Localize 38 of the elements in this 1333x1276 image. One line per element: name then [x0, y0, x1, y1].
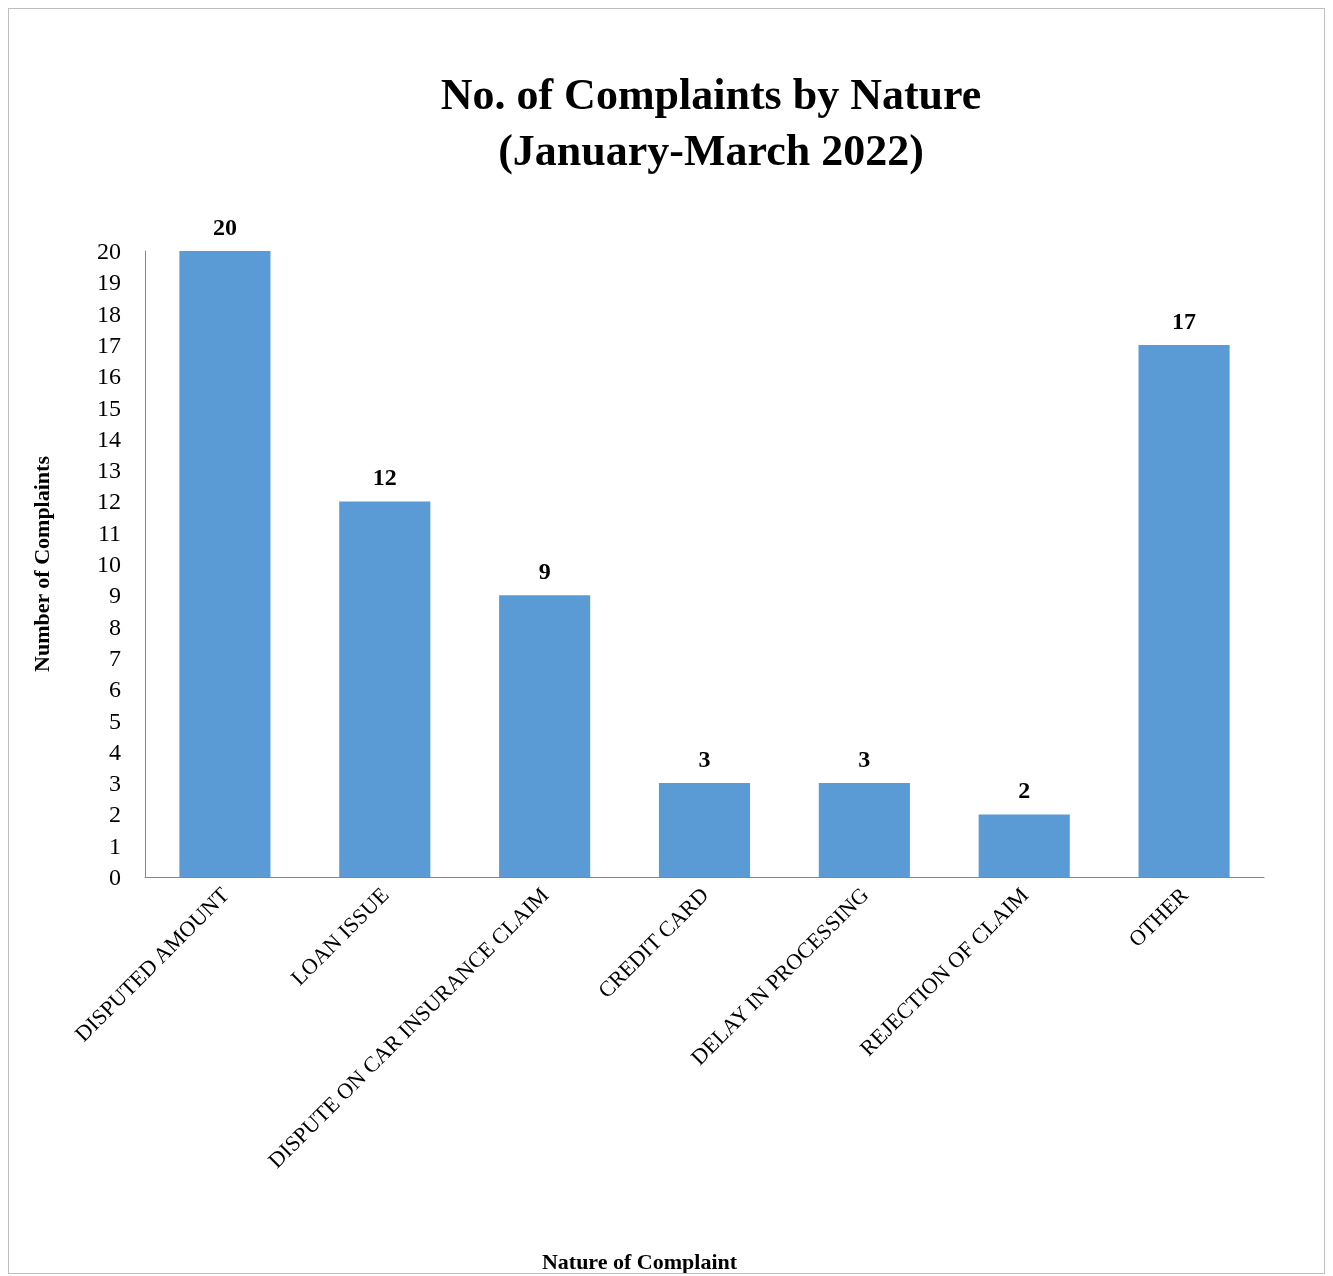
x-axis-title: Nature of Complaint — [541, 1248, 738, 1274]
bar — [339, 501, 431, 877]
y-tick-label: 7 — [109, 644, 121, 671]
y-tick-label: 17 — [97, 331, 121, 358]
data-label: 20 — [212, 214, 237, 240]
data-label: 9 — [538, 558, 551, 585]
y-tick-label: 6 — [109, 676, 121, 703]
bar — [499, 595, 591, 877]
y-tick-label: 2 — [109, 801, 121, 828]
bar — [179, 251, 271, 877]
y-tick-label: 18 — [97, 300, 121, 327]
y-tick-label: 9 — [109, 582, 121, 609]
y-tick-label: 15 — [97, 394, 121, 421]
y-tick-label: 8 — [109, 613, 121, 640]
y-tick-label: 4 — [109, 738, 121, 765]
y-axis-title: Number of Complaints — [28, 455, 54, 672]
y-tick-label: 14 — [97, 425, 121, 452]
y-tick-label: 3 — [109, 770, 121, 797]
data-label: 2 — [1018, 777, 1031, 804]
bar — [1138, 344, 1230, 877]
chart-title: No. of Complaints by Nature (January-March 2022) — [440, 69, 982, 175]
data-label: 3 — [858, 746, 871, 773]
y-tick-label: 0 — [109, 864, 121, 890]
bar — [978, 814, 1070, 877]
data-label: 12 — [372, 464, 397, 491]
y-tick-label: 19 — [97, 269, 121, 296]
data-label: 3 — [698, 746, 711, 773]
y-tick-label: 20 — [97, 238, 121, 264]
bar — [658, 783, 751, 877]
y-tick-label: 12 — [97, 488, 121, 515]
bar — [818, 783, 910, 877]
y-tick-label: 13 — [97, 457, 121, 484]
y-tick-label: 11 — [97, 519, 121, 546]
y-tick-label: 1 — [109, 832, 121, 859]
y-tick-label: 16 — [97, 363, 121, 390]
y-tick-label: 10 — [97, 551, 121, 577]
y-tick-label: 5 — [109, 707, 121, 734]
data-label: 17 — [1172, 307, 1197, 334]
